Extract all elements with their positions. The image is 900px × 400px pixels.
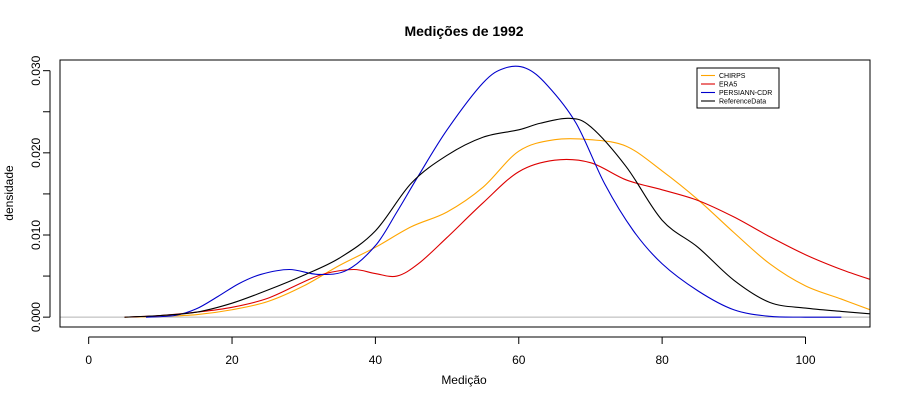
series-line-chirps: [124, 138, 870, 318]
x-tick-label: 20: [225, 353, 239, 367]
x-axis: 0 20 40 60 80 100: [85, 336, 816, 367]
x-tick-label: 60: [512, 353, 526, 367]
series-line-era5: [124, 158, 870, 318]
x-tick-label: 80: [655, 353, 669, 367]
x-tick-label: 100: [795, 353, 815, 367]
x-axis-label: Medição: [441, 373, 487, 387]
chart-title: Medições de 1992: [404, 23, 523, 39]
series-line-persiann-cdr: [145, 65, 842, 318]
y-tick-label: 0.030: [29, 55, 43, 85]
y-tick-label: 0.000: [29, 302, 43, 332]
series-line-referencedata: [124, 117, 870, 318]
plot-frame: [59, 59, 871, 328]
x-tick-label: 0: [85, 353, 92, 367]
y-tick-label: 0.020: [29, 137, 43, 167]
legend-label: ReferenceData: [719, 99, 766, 106]
x-tick-label: 40: [369, 353, 383, 367]
legend-label: ERA5: [719, 82, 737, 89]
legend-label: PERSIANN-CDR: [719, 90, 772, 97]
y-axis: 0.000 0.010 0.020 0.030: [29, 55, 51, 332]
legend-box: [696, 67, 780, 109]
y-tick-label: 0.010: [29, 220, 43, 250]
legend-label: CHIRPS: [719, 73, 746, 80]
y-axis-label: densidade: [2, 165, 16, 221]
plot-area: [60, 65, 870, 318]
